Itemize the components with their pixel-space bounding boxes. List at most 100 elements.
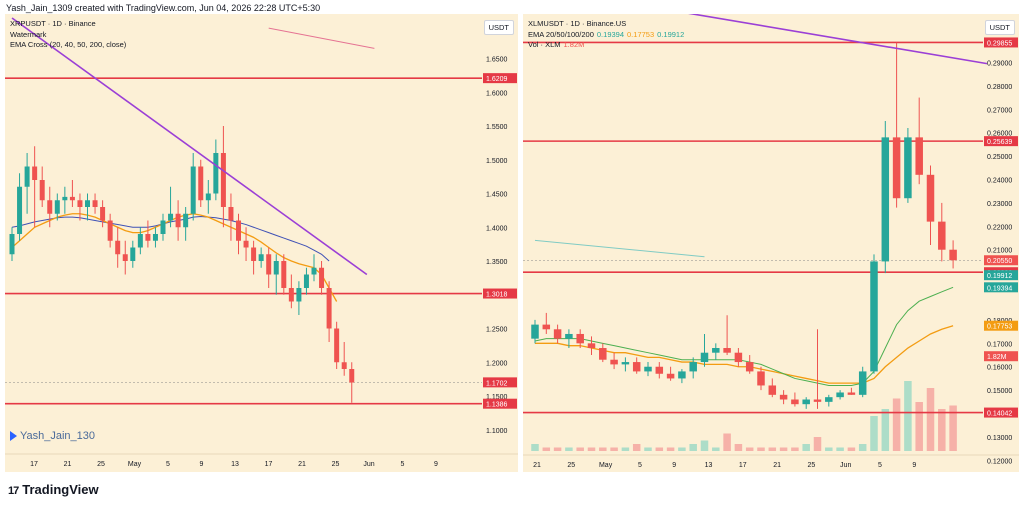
xlm-ema-value-2: 0.17753	[627, 29, 655, 39]
x-tick-label: 9	[200, 461, 204, 468]
xlm-chart-panel[interactable]: 0.29000 0.28000 0.27000 0.26000 0.25000 0.240…	[523, 14, 1019, 472]
candle-body	[565, 333, 573, 339]
y-tick-label: 0.28000	[987, 84, 1012, 91]
price-tag-label: 1.1702	[486, 380, 508, 387]
y-tick-label: 0.22000	[987, 224, 1012, 231]
candle-body	[319, 267, 325, 288]
hline-price-tag	[483, 288, 517, 299]
candle-body	[723, 348, 731, 353]
xrp-chart-svg[interactable]: 1.6500 1.6000 1.5500 1.5000 1.4500 1.4000 1.35…	[5, 14, 518, 472]
candle-body	[122, 254, 128, 261]
candle-body	[791, 399, 799, 405]
xlm-vol-label: Vol · XLM	[528, 40, 561, 49]
volume-bar	[712, 447, 720, 451]
chart-header: Yash_Jain_1309 created with TradingView.…	[6, 3, 321, 13]
candle-body	[892, 137, 901, 199]
volume-bar	[678, 447, 686, 451]
y-tick-label: 0.17000	[987, 341, 1012, 348]
candle-body	[712, 348, 720, 353]
hline-price-tag	[483, 73, 517, 84]
price-axis	[983, 14, 1019, 472]
x-tick-label: Jun	[363, 461, 374, 468]
x-tick-label: 25	[332, 461, 340, 468]
candle-body	[69, 196, 75, 201]
tradingview-brand[interactable]: 17 TradingView	[8, 482, 99, 497]
xrp-ema-cross-legend: EMA Cross (20, 40, 50, 200, close)	[10, 40, 127, 49]
xlm-ema-value-3: 0.19912	[657, 29, 685, 39]
xlm-legend: XLMUSDT · 1D · Binance.US EMA 20/50/100/…	[528, 19, 687, 51]
volume-bar	[565, 447, 573, 451]
watermark-text: Yash_Jain_130	[20, 430, 96, 442]
candle-body	[587, 343, 596, 349]
price-tag	[984, 270, 1018, 281]
candle-body	[145, 234, 151, 241]
volume-bar	[847, 447, 856, 451]
candle-body	[130, 247, 136, 261]
candle-body	[24, 166, 30, 187]
volume-bar	[836, 447, 844, 451]
ema-pink-line	[268, 27, 375, 49]
volume-bar	[587, 447, 596, 451]
xrp-unit-button[interactable]: USDT	[483, 20, 514, 35]
hline-price-tag	[984, 407, 1018, 418]
volume-bar	[779, 447, 788, 451]
volume-bar	[757, 447, 765, 451]
y-tick-label: 1.1000	[486, 428, 508, 435]
hline-price-label: 0.14042	[987, 411, 1012, 418]
y-tick-label: 0.21000	[987, 248, 1012, 255]
candle-body	[62, 196, 68, 201]
candle-body	[92, 200, 98, 207]
candle-body	[610, 359, 618, 365]
volume-bar	[904, 381, 912, 451]
candle-body	[220, 153, 226, 207]
candle-body	[273, 261, 279, 275]
candle-body	[678, 371, 686, 379]
xlm-ema-legend: EMA 20/50/100/200 0.19394 0.17753 0.19912	[528, 30, 687, 41]
x-tick-label: 21	[64, 461, 72, 468]
candle-body	[228, 207, 234, 221]
volume-bar	[655, 447, 664, 451]
candle-body	[326, 288, 332, 329]
price-tag	[483, 377, 517, 388]
y-tick-label: 0.23000	[987, 201, 1012, 208]
y-tick-label: 0.24000	[987, 177, 1012, 184]
candle-body	[836, 392, 844, 398]
candle-body	[152, 234, 158, 241]
candle-body	[205, 193, 211, 201]
hline-price-label: 0.29855	[987, 40, 1012, 47]
x-tick-label: 13	[705, 462, 713, 469]
candle-body	[17, 186, 23, 234]
x-tick-label: 21	[298, 461, 306, 468]
volume-bar	[632, 444, 641, 451]
volume-bar	[881, 409, 890, 451]
tradingview-brand-text: TradingView	[22, 482, 99, 497]
volume-bar	[599, 447, 607, 451]
candle-body	[700, 352, 709, 363]
xlm-ema-label: EMA 20/50/100/200	[528, 29, 594, 39]
candle-body	[281, 261, 287, 288]
xlm-unit-button[interactable]: USDT	[984, 20, 1015, 35]
price-tag	[984, 255, 1018, 266]
candle-body	[870, 261, 878, 372]
candle-body	[190, 166, 196, 214]
candle-body	[115, 240, 121, 255]
tradingview-logo-icon: 17	[8, 485, 19, 497]
x-tick-label: 17	[265, 461, 273, 468]
candle-body	[85, 200, 90, 207]
candle-body	[266, 254, 272, 275]
x-tick-label: 5	[638, 462, 642, 469]
xlm-chart-svg[interactable]: 0.29000 0.28000 0.27000 0.26000 0.25000 0.240…	[523, 14, 1019, 472]
x-tick-label: 5	[166, 461, 170, 468]
volume-bar	[745, 447, 754, 451]
candle-body	[779, 394, 788, 400]
candle-body	[734, 352, 743, 363]
hline-price-label: 0.25639	[987, 139, 1012, 146]
x-tick-label: 25	[808, 462, 816, 469]
candle-body	[553, 329, 562, 339]
candle-body	[39, 180, 45, 201]
hline-price-label: 1.1386	[486, 402, 508, 409]
xrp-chart-panel[interactable]: 1.6500 1.6000 1.5500 1.5000 1.4500 1.4000 1.35…	[5, 14, 518, 472]
candle-body	[926, 174, 935, 222]
xlm-symbol: XLMUSDT · 1D · Binance.US	[528, 19, 627, 28]
volume-bar	[870, 416, 878, 451]
